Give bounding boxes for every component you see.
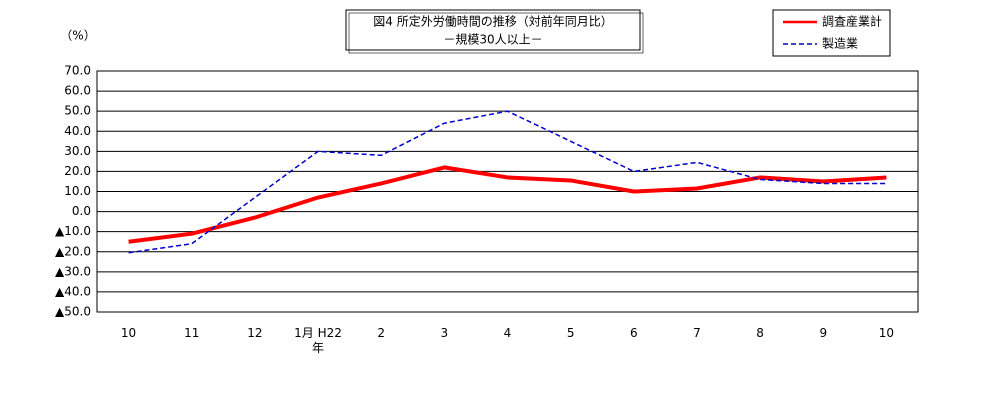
x-tick-label: 3 [440,326,449,340]
x-tick-label: 8 [756,326,764,340]
y-tick-label: ▲30.0 [55,264,91,278]
y-tick-label: 50.0 [64,104,91,118]
y-tick-label: 10.0 [64,184,91,198]
x-tick-label: 7 [693,326,701,340]
y-tick-label: 40.0 [64,124,91,138]
y-tick-label: 20.0 [64,164,91,178]
chart-title: 図4 所定外労働時間の推移（対前年同月比） [373,14,612,29]
title-box-shadow [348,12,644,54]
x-tick-label: 10 [878,326,895,340]
x-tick-label: 10 [120,326,137,340]
x-tick-label: 11 [184,326,200,340]
y-tick-label: ▲50.0 [55,305,91,319]
series-line [128,165,887,244]
x-tick-label: 4 [503,326,512,340]
y-tick-label: ▲40.0 [55,284,91,298]
y-tick-label: 60.0 [64,84,91,98]
title-box [345,9,641,51]
chart-subtitle: －規模30人以上－ [443,32,542,47]
legend-box [772,9,891,57]
x-tick-label: 9 [819,326,828,340]
y-tick-label: ▲20.0 [55,244,91,258]
x-tick-label: 6 [629,326,638,340]
y-tick-label: 30.0 [64,144,91,158]
y-tick-label: 70.0 [64,64,91,78]
y-tick-label: 0.0 [72,204,91,218]
legend-label: 調査産業計 [822,14,882,29]
x-tick-label: 5 [566,326,575,340]
x-tick-label: 12 [247,326,263,340]
legend-label: 製造業 [822,37,858,51]
y-axis-label: （%） [60,29,95,43]
x-tick-label: 1月 H22 年 [294,326,342,355]
x-tick-label: 2 [377,326,385,340]
series-line [128,110,887,254]
y-tick-label: ▲10.0 [55,224,91,238]
